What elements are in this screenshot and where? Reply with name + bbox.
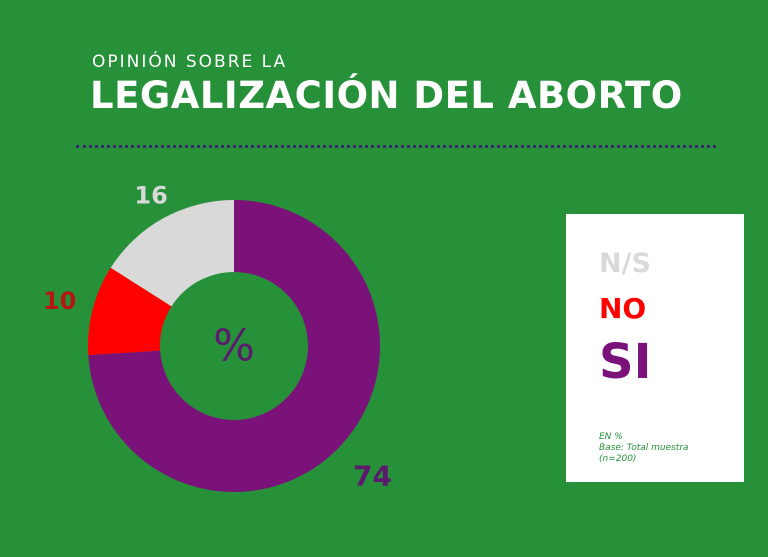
data-label-no: 10	[43, 287, 76, 315]
note-base: Base: Total muestra	[599, 443, 689, 453]
center-label: %	[213, 321, 255, 372]
slice-ns	[110, 200, 234, 307]
legend-item-ns: N/S	[599, 248, 651, 279]
data-label-si: 74	[353, 460, 392, 493]
chart-title: LEGALIZACIÓN DEL ABORTO	[90, 74, 683, 117]
slice-no	[88, 267, 172, 356]
legend-item-si: SI	[599, 334, 652, 390]
note-sample: (n=200)	[599, 454, 637, 464]
legend-box: N/S NO SI EN % Base: Total muestra (n=20…	[566, 214, 744, 482]
dotted-divider	[76, 145, 716, 148]
slice-si	[88, 200, 381, 492]
legend-item-no: NO	[599, 292, 647, 325]
data-label-ns: 16	[134, 181, 167, 209]
note-unit: EN %	[599, 432, 623, 442]
chart-subtitle: OPINIÓN SOBRE LA	[92, 52, 288, 72]
